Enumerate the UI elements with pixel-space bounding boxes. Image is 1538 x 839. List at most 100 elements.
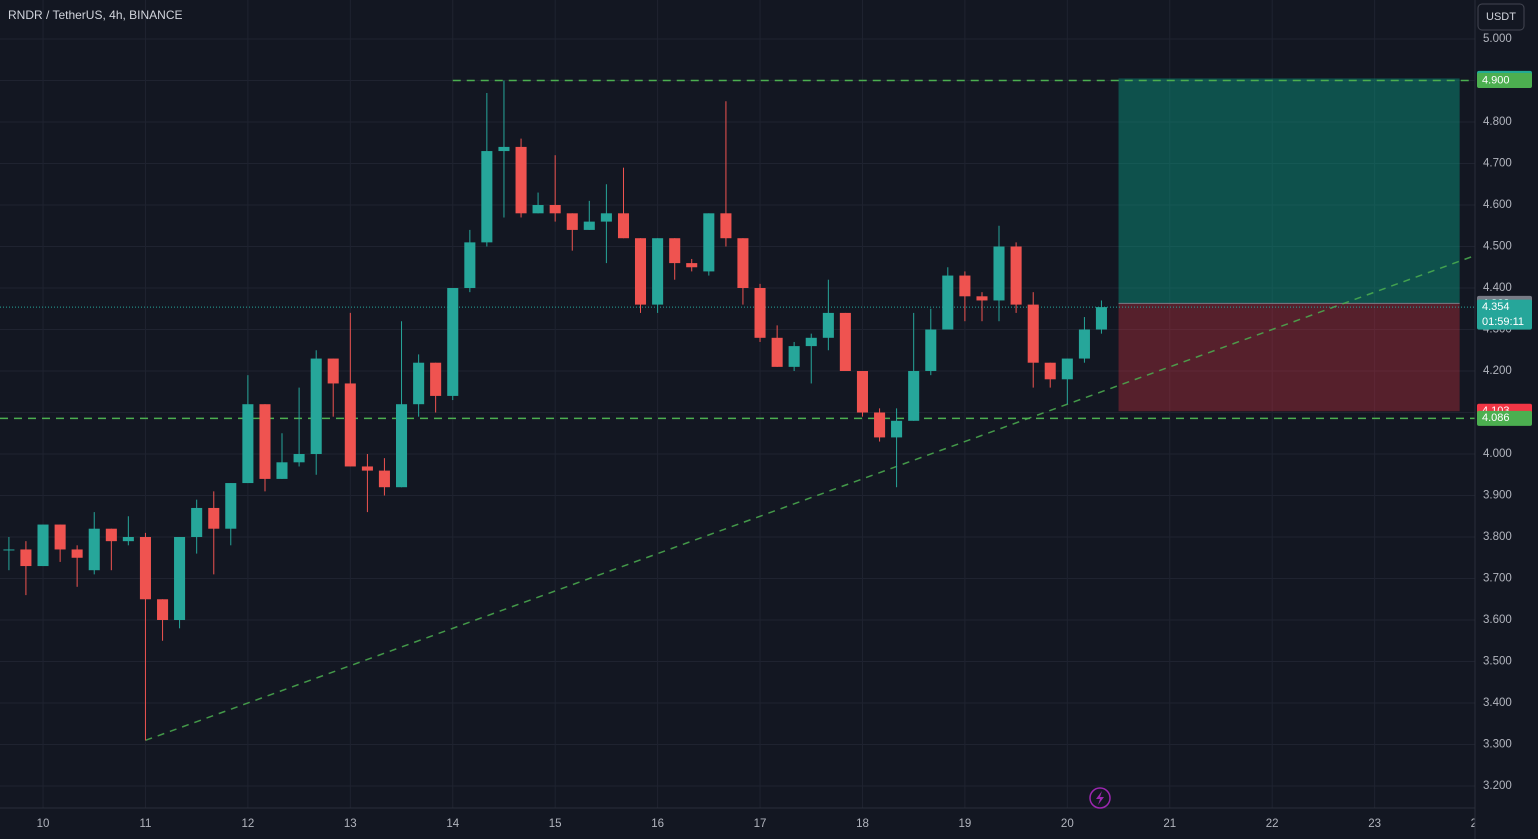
candle-body <box>430 362 442 396</box>
candle-body <box>788 346 800 367</box>
candle-body <box>959 275 971 297</box>
x-tick-label: 18 <box>856 818 869 830</box>
candle-body <box>54 524 66 550</box>
candle-body <box>874 412 886 438</box>
y-tick-label: 4.700 <box>1483 158 1512 170</box>
candle-body <box>361 466 373 471</box>
candle-body <box>157 599 169 621</box>
candle-body <box>925 329 937 372</box>
currency-button[interactable] <box>1477 3 1525 31</box>
y-tick-label: 3.200 <box>1483 780 1512 792</box>
candle-body <box>191 507 203 538</box>
candle-body <box>737 238 749 289</box>
candle-body <box>549 205 561 214</box>
candle-body <box>532 205 544 214</box>
countdown-label: 01:59:11 <box>1482 316 1524 328</box>
candle-body <box>105 528 117 542</box>
candle-body <box>1044 362 1056 380</box>
candle-body <box>720 213 732 239</box>
candle-body <box>839 312 851 372</box>
candle-body <box>225 483 237 529</box>
candle-body <box>976 296 988 301</box>
x-tick-label: 21 <box>1163 818 1176 830</box>
candle-body <box>327 358 339 384</box>
candle-body <box>481 151 493 243</box>
candle-body <box>139 537 151 600</box>
x-tick-label: 11 <box>139 818 151 830</box>
y-tick-label: 4.600 <box>1483 199 1512 211</box>
stop-zone <box>1118 303 1460 412</box>
candle-body <box>242 404 254 484</box>
candle-body <box>71 549 83 558</box>
currency-label[interactable]: USDT <box>1486 11 1516 23</box>
candle-body <box>993 246 1005 301</box>
x-tick-label: 15 <box>549 818 562 830</box>
x-tick-label: 17 <box>754 818 767 830</box>
y-tick-label: 4.500 <box>1483 241 1512 253</box>
candle-body <box>583 221 595 230</box>
candle-body <box>1078 329 1090 359</box>
candle-body <box>634 238 647 305</box>
candle-body <box>396 404 408 488</box>
y-tick-label: 5.000 <box>1483 33 1512 45</box>
candle-body <box>20 549 32 567</box>
candle-body <box>942 275 954 330</box>
price-tag-label: 4.900 <box>1482 74 1510 86</box>
candle-body <box>669 238 681 264</box>
candle-body <box>1010 246 1022 305</box>
replay-icon[interactable] <box>1089 787 1111 809</box>
candle-body <box>464 242 476 289</box>
y-tick-label: 3.500 <box>1483 656 1512 668</box>
price-tag <box>1477 73 1532 89</box>
chart-title: RNDR / TetherUS, 4h, BINANCE <box>8 8 183 22</box>
price-tag-label: 4.086 <box>1482 412 1510 424</box>
trend-line <box>145 254 1478 742</box>
x-tick-label: 20 <box>1061 818 1074 830</box>
y-tick-label: 4.200 <box>1483 365 1512 377</box>
y-tick-label: 3.400 <box>1483 697 1512 709</box>
candle-body <box>600 213 612 222</box>
y-tick-label: 4.800 <box>1483 116 1512 128</box>
y-tick-label: 3.600 <box>1483 614 1512 626</box>
price-tag <box>1477 299 1532 330</box>
y-tick-label: 3.900 <box>1483 490 1512 502</box>
candle-body <box>1027 304 1039 363</box>
candle-body <box>891 420 903 438</box>
candle-body <box>344 383 356 467</box>
x-tick-label: 16 <box>651 818 664 830</box>
candle-body <box>566 213 578 230</box>
candle-body <box>378 470 390 488</box>
x-tick-label: 10 <box>37 818 50 830</box>
candle-body <box>754 288 766 338</box>
icon-circle[interactable] <box>1089 787 1111 809</box>
y-tick-label: 4.400 <box>1483 282 1512 294</box>
candle-body <box>3 549 15 551</box>
candle-body <box>908 371 920 421</box>
candle-body <box>122 537 134 542</box>
target-zone <box>1118 78 1460 304</box>
candle-body <box>617 213 630 239</box>
x-tick-label: 22 <box>1266 818 1279 830</box>
y-tick-label: 3.800 <box>1483 531 1512 543</box>
candle-body <box>515 146 527 214</box>
candle-body <box>208 507 220 529</box>
candle-body <box>310 358 322 455</box>
candle-body <box>686 263 698 268</box>
price-tag <box>1477 410 1532 426</box>
candle-body <box>88 528 100 571</box>
price-tag-label: 4.354 <box>1482 301 1510 313</box>
candle-body <box>498 146 510 152</box>
x-tick-label: 19 <box>958 818 971 830</box>
candle-body <box>259 404 271 479</box>
y-tick-label: 4.000 <box>1483 448 1512 460</box>
candle-body <box>276 462 288 479</box>
candle-body <box>771 337 783 367</box>
x-tick-label: 14 <box>446 818 459 830</box>
icon-bolt[interactable] <box>1096 791 1104 805</box>
candle-body <box>174 537 186 621</box>
candle-body <box>37 524 49 567</box>
candle-body <box>856 371 868 413</box>
candle-body <box>822 312 834 338</box>
